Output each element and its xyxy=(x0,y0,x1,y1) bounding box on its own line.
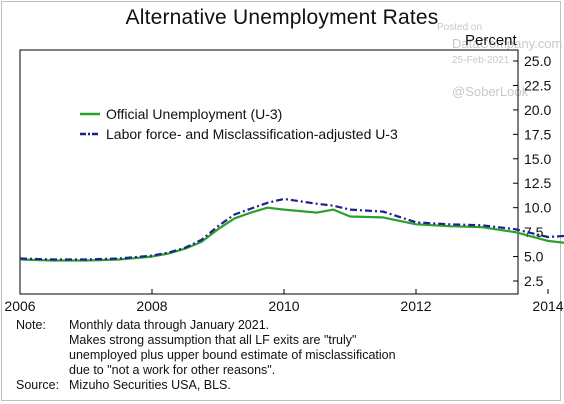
y-tick-label: 2.5 xyxy=(524,273,544,289)
watermark-posted: Posted on xyxy=(437,22,483,33)
y-axis-unit-label: Percent xyxy=(465,32,517,49)
note-row: Note: Monthly data through January 2021.… xyxy=(16,318,396,378)
source-text: Mizuho Securities USA, BLS. xyxy=(69,378,231,392)
x-tick-label: 2014 xyxy=(532,298,563,314)
watermark-handle: @SoberLook xyxy=(452,84,529,99)
series-line-official-u3 xyxy=(19,206,564,262)
legend-label: Labor force- and Misclassification-adjus… xyxy=(106,126,398,142)
note-text: Monthly data through January 2021. Makes… xyxy=(69,318,396,377)
x-tick-label: 2008 xyxy=(136,298,167,314)
y-tick-label: 5.0 xyxy=(524,249,544,265)
y-tick-label: 20.0 xyxy=(524,102,551,118)
y-tick-label: 17.5 xyxy=(524,126,551,142)
chart-notes: Note: Monthly data through January 2021.… xyxy=(16,318,396,393)
watermark-date: 25-Feb-2021 xyxy=(452,55,510,66)
x-tick-label: 2006 xyxy=(4,298,35,314)
source-row: Source: Mizuho Securities USA, BLS. xyxy=(16,378,396,393)
series-line-adjusted-u3 xyxy=(19,197,564,261)
y-tick-label: 10.0 xyxy=(524,200,551,216)
chart-title: Alternative Unemployment Rates xyxy=(125,6,439,29)
y-tick-label: 22.5 xyxy=(524,77,551,93)
x-tick-label: 2012 xyxy=(400,298,431,314)
x-tick-label: 2010 xyxy=(268,298,299,314)
legend-label: Official Unemployment (U-3) xyxy=(106,106,282,122)
source-label: Source: xyxy=(16,378,60,392)
watermark-site: DataCompany.com xyxy=(452,36,563,51)
y-tick-label: 15.0 xyxy=(524,151,551,167)
y-tick-label: 12.5 xyxy=(524,175,551,191)
note-label: Note: xyxy=(16,318,46,332)
y-tick-label: 25.0 xyxy=(524,53,551,69)
plot-area xyxy=(19,49,519,295)
